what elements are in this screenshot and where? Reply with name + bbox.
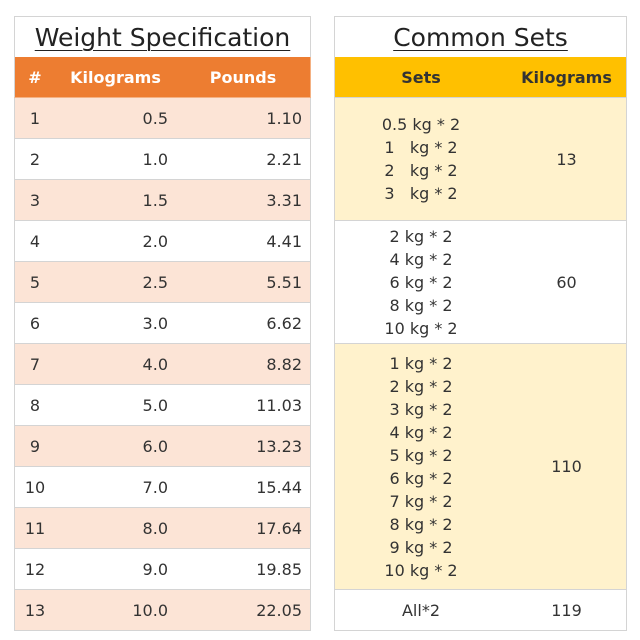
kilograms-cell: 60 (507, 221, 627, 344)
set-line: 10 kg * 2 (384, 318, 458, 338)
table-cell: 6.0 (55, 426, 177, 467)
table-cell: 1.5 (55, 180, 177, 221)
title-text: Weight Specification (34, 22, 291, 52)
set-line: All*2 (401, 600, 440, 620)
table-cell: 15.44 (176, 467, 311, 508)
set-line: 7 kg * 2 (389, 491, 453, 511)
set-line: 8 kg * 2 (389, 295, 453, 315)
table-cell: 3.31 (176, 180, 311, 221)
table-cell: 13 (14, 590, 56, 631)
table-cell: 12 (14, 549, 56, 590)
table-cell: 2.5 (55, 262, 177, 303)
table-cell: 10 (14, 467, 56, 508)
table-cell: 9.0 (55, 549, 177, 590)
table-cell: 2.0 (55, 221, 177, 262)
table-cell: 6 (14, 303, 56, 344)
table-cell: 0.5 (55, 98, 177, 139)
table-cell: 17.64 (176, 508, 311, 549)
table-title: Weight Specification (14, 16, 311, 58)
table-cell: 7 (14, 344, 56, 385)
sets-cell: All*2 (334, 590, 508, 631)
set-line: 1 kg * 2 (389, 353, 453, 373)
set-line: 6 kg * 2 (389, 272, 453, 292)
set-line: 4 kg * 2 (389, 249, 453, 269)
table-cell: 6.62 (176, 303, 311, 344)
table-title: Common Sets (334, 16, 627, 58)
table-cell: 11 (14, 508, 56, 549)
header-cell: # (14, 57, 56, 98)
set-line: 2 kg * 2 (389, 226, 453, 246)
table-cell: 3.0 (55, 303, 177, 344)
sets-cell: 0.5 kg * 2 1 kg * 2 2 kg * 2 3 kg * 2 (334, 98, 508, 221)
set-line: 4 kg * 2 (389, 422, 453, 442)
table-cell: 13.23 (176, 426, 311, 467)
set-line: 5 kg * 2 (389, 445, 453, 465)
table-cell: 1 (14, 98, 56, 139)
set-line: 3 kg * 2 (384, 184, 458, 203)
set-line: 0.5 kg * 2 (381, 115, 461, 134)
set-line: 1 kg * 2 (384, 138, 458, 157)
table-cell: 8 (14, 385, 56, 426)
set-line: 2 kg * 2 (389, 376, 453, 396)
table-cell: 8.82 (176, 344, 311, 385)
sets-cell: 2 kg * 2 4 kg * 2 6 kg * 2 8 kg * 2 10 kg * … (334, 221, 508, 344)
table-cell: 2 (14, 139, 56, 180)
table-cell: 4 (14, 221, 56, 262)
header-cell: Kilograms (55, 57, 177, 98)
set-line: 2 kg * 2 (384, 161, 458, 180)
table-cell: 9 (14, 426, 56, 467)
table-cell: 19.85 (176, 549, 311, 590)
kilograms-cell: 110 (507, 344, 627, 590)
set-line: 10 kg * 2 (384, 560, 458, 580)
set-line: 9 kg * 2 (389, 537, 453, 557)
header-cell: Kilograms (507, 57, 627, 98)
title-text: Common Sets (393, 22, 568, 52)
table-cell: 5.51 (176, 262, 311, 303)
table-cell: 4.41 (176, 221, 311, 262)
table-cell: 1.10 (176, 98, 311, 139)
set-line: 6 kg * 2 (389, 468, 453, 488)
table-cell: 2.21 (176, 139, 311, 180)
kilograms-cell: 13 (507, 98, 627, 221)
table-cell: 10.0 (55, 590, 177, 631)
table-cell: 11.03 (176, 385, 311, 426)
kilograms-cell: 119 (507, 590, 627, 631)
set-line: 8 kg * 2 (389, 514, 453, 534)
table-cell: 22.05 (176, 590, 311, 631)
header-cell: Pounds (176, 57, 311, 98)
table-cell: 5.0 (55, 385, 177, 426)
table-cell: 8.0 (55, 508, 177, 549)
table-cell: 1.0 (55, 139, 177, 180)
table-cell: 7.0 (55, 467, 177, 508)
table-cell: 3 (14, 180, 56, 221)
set-line: 3 kg * 2 (389, 399, 453, 419)
header-cell: Sets (334, 57, 508, 98)
table-cell: 4.0 (55, 344, 177, 385)
sets-cell: 1 kg * 2 2 kg * 2 3 kg * 2 4 kg * 2 5 kg * 2… (334, 344, 508, 590)
table-cell: 5 (14, 262, 56, 303)
